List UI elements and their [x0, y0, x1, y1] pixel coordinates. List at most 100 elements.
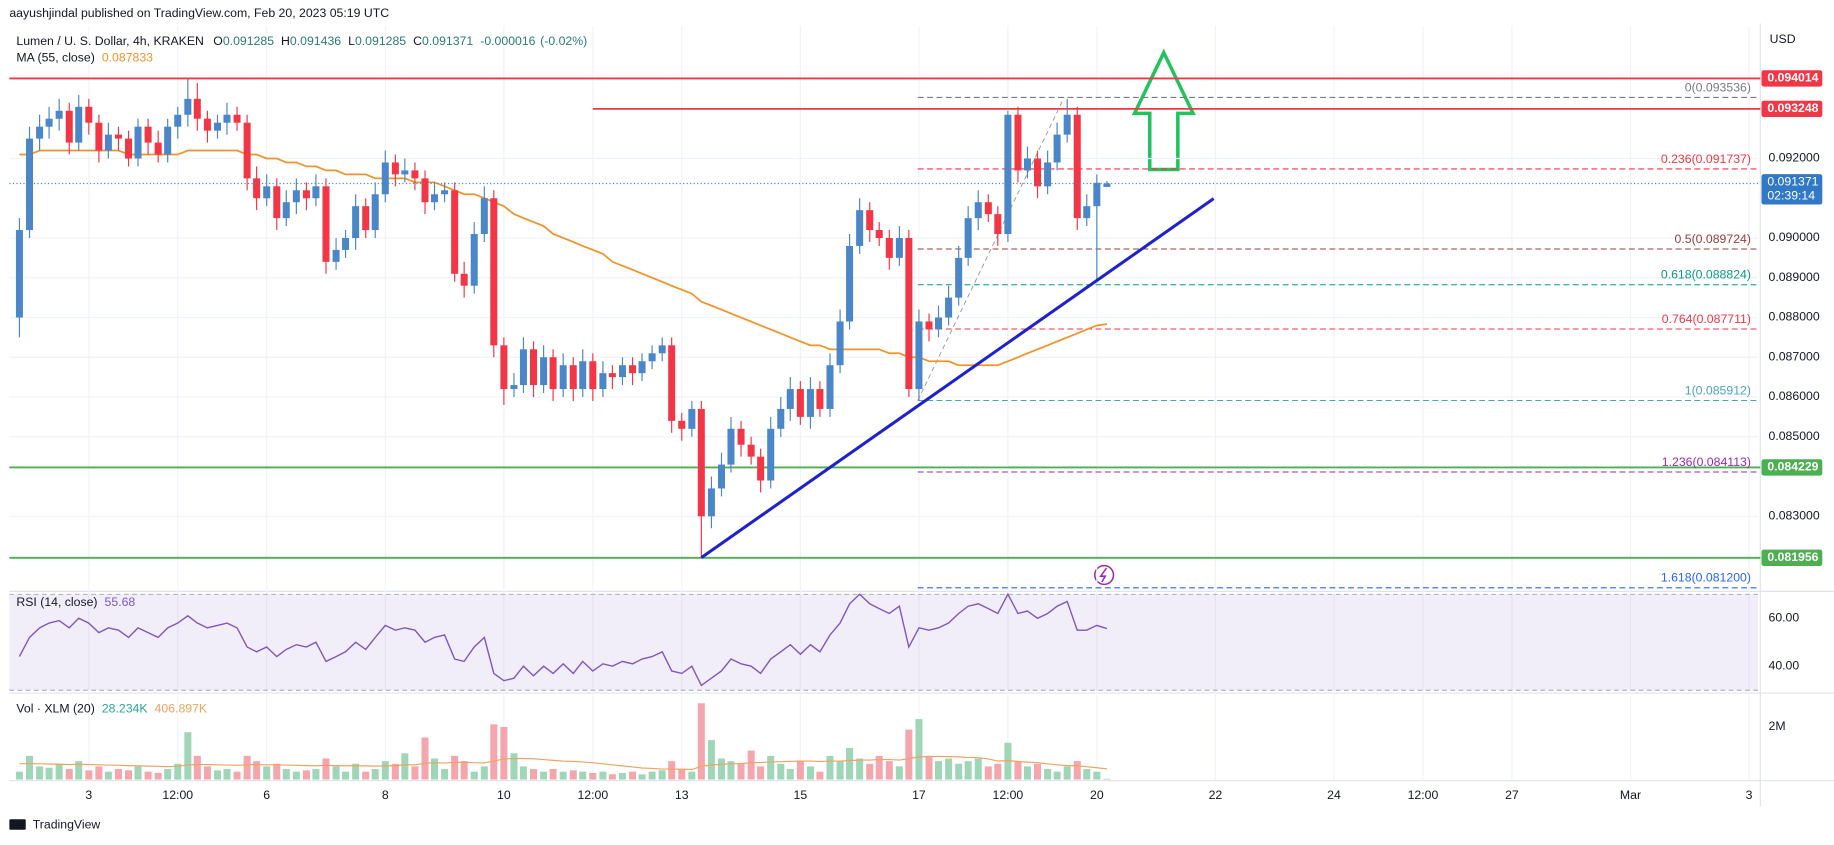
candle-body [381, 162, 389, 195]
current-price-label: 0.091371 [1767, 175, 1818, 189]
candle-body [441, 190, 449, 195]
legend-item: 0.091371 [422, 34, 473, 48]
volume-bar [1023, 766, 1031, 780]
candle-body [312, 186, 320, 199]
candle-body [757, 456, 765, 481]
volume-bar [925, 755, 933, 780]
legend-item: (-0.02%) [540, 34, 587, 48]
candle-body [1023, 158, 1031, 171]
fib-label: 0.236(0.091737) [1661, 152, 1751, 166]
fib-label: 0.618(0.088824) [1661, 268, 1751, 282]
legend-item: 55.68 [105, 595, 136, 609]
volume-bar [1093, 771, 1101, 780]
candle-body [994, 214, 1002, 235]
volume-bar [629, 771, 637, 780]
level-price-box [1761, 70, 1823, 87]
volume-bar [85, 770, 93, 780]
volume-bar [401, 753, 409, 780]
volume-bar [866, 763, 874, 780]
volume-bar [322, 758, 330, 780]
volume-bar [856, 758, 864, 780]
candle-body [885, 237, 893, 258]
current-price-box [1761, 174, 1823, 205]
volume-bar [371, 769, 379, 780]
volume-bar [964, 761, 972, 780]
candle-body [727, 428, 735, 465]
volume-bar [411, 766, 419, 780]
y-tick-label: 0.087000 [1769, 349, 1820, 363]
volume-bar [955, 763, 963, 780]
candle-body [451, 190, 459, 274]
rsi-tick-label: 40.00 [1769, 658, 1800, 672]
candle-body [411, 170, 419, 179]
candle-body [1053, 134, 1061, 163]
legend-item: 0.091285 [355, 34, 406, 48]
volume-bar [895, 766, 903, 780]
candle-body [658, 345, 666, 354]
candle-body [134, 126, 142, 159]
candle-body [1004, 114, 1012, 235]
candle-body [55, 110, 63, 119]
volume-bar [618, 772, 626, 780]
y-tick-label: 0.083000 [1769, 509, 1820, 523]
candle-body [796, 389, 804, 417]
candle-body [777, 408, 785, 429]
volume-bar [490, 724, 498, 780]
volume-bar [1053, 771, 1061, 780]
level-price-box [1761, 549, 1823, 566]
candle-body [26, 138, 34, 231]
candle-body [1083, 206, 1091, 219]
candle-body [430, 194, 439, 203]
candle-body [559, 365, 567, 390]
candle-body [925, 321, 933, 330]
x-tick-label: 8 [382, 788, 389, 802]
volume-ma-line [19, 755, 1108, 771]
candle-body [193, 98, 201, 119]
candle-body [974, 202, 982, 219]
candle-body [826, 365, 834, 409]
volume-bar [638, 774, 646, 780]
volume-bar [688, 771, 696, 780]
volume-bar [500, 726, 508, 780]
volume-bar [193, 755, 201, 780]
volume-bar [559, 771, 567, 780]
candle-body [421, 178, 429, 203]
candle-body [213, 122, 221, 131]
x-tick-label: 20 [1090, 788, 1104, 802]
volume-bar [569, 770, 577, 780]
volume-bar [658, 770, 666, 780]
level-price-label: 0.081956 [1767, 550, 1818, 564]
volume-bar [36, 766, 44, 780]
candle-body [85, 106, 93, 123]
x-tick-label: 24 [1327, 788, 1341, 802]
volume-bar [45, 767, 53, 780]
volume-bar [430, 758, 439, 780]
legend-item: 0.091436 [290, 34, 341, 48]
level-price-box [1761, 100, 1823, 118]
x-tick-label: 13 [675, 788, 689, 802]
volume-bar [154, 772, 162, 780]
legend-item: 28.234K [102, 702, 149, 716]
volume-bar [441, 769, 449, 780]
volume-bar [816, 771, 824, 780]
volume-bar [125, 770, 133, 780]
candle-body [648, 353, 656, 362]
legend-item: O [213, 34, 223, 48]
volume-bar [519, 766, 527, 780]
candle-body [292, 190, 300, 203]
legend-item: RSI (14, close) [16, 595, 97, 609]
candle-body [668, 345, 676, 421]
legend: Lumen / U. S. Dollar, 4h, KRAKEN O0.09128… [16, 34, 587, 48]
candle-body [767, 428, 775, 481]
volume-bar [223, 769, 231, 780]
legend-item: -0.000016 [480, 34, 535, 48]
legend-item: 0.091285 [223, 34, 274, 48]
volume-bar [332, 766, 340, 780]
candle-body [263, 186, 271, 199]
y-tick-label: 0.085000 [1769, 429, 1820, 443]
candle-body [984, 202, 992, 215]
volume-bar [885, 761, 893, 780]
y-tick-label: 0.089000 [1769, 270, 1820, 284]
